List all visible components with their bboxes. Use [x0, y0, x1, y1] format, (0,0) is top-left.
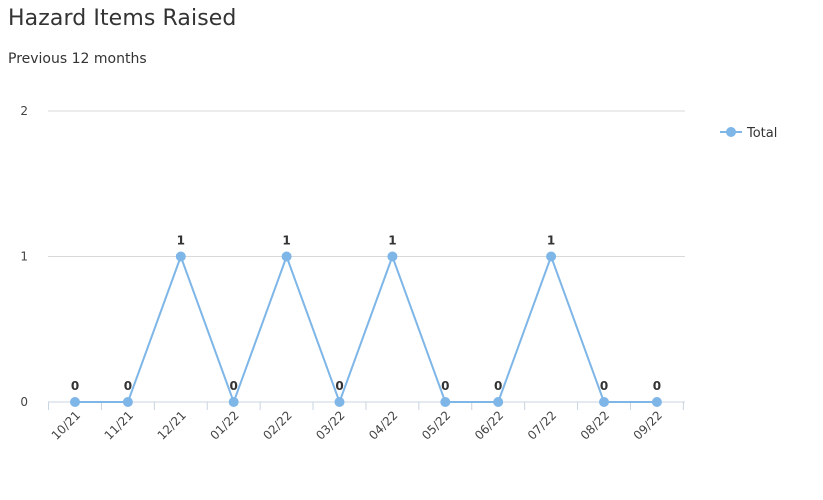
data-label: 1: [282, 234, 290, 248]
x-tick-label: 11/21: [102, 408, 136, 442]
data-point[interactable]: [175, 251, 186, 262]
x-tick-label: 05/22: [419, 408, 453, 442]
y-tick-label: 1: [20, 250, 28, 264]
y-tick-label: 2: [20, 104, 28, 118]
data-point[interactable]: [281, 251, 292, 262]
data-point[interactable]: [334, 397, 345, 407]
data-label: 0: [653, 379, 661, 393]
legend-marker: [726, 127, 736, 137]
x-tick-label: 02/22: [260, 408, 294, 442]
x-tick-label: 08/22: [578, 408, 612, 442]
legend[interactable]: Total: [720, 126, 777, 141]
data-point[interactable]: [70, 397, 80, 407]
data-label: 1: [388, 234, 396, 248]
x-tick-label: 01/22: [207, 408, 241, 442]
x-tick-label: 06/22: [472, 408, 506, 442]
data-label: 0: [335, 379, 343, 393]
data-label: 1: [547, 234, 555, 248]
data-point[interactable]: [546, 251, 557, 262]
data-label: 0: [441, 379, 449, 393]
data-label: 0: [494, 379, 502, 393]
data-label: 0: [124, 379, 132, 393]
x-tick-label: 03/22: [313, 408, 347, 442]
chart-subtitle: Previous 12 months: [8, 51, 147, 67]
chart-title: Hazard Items Raised: [8, 6, 237, 31]
data-label: 0: [600, 379, 608, 393]
data-point[interactable]: [228, 397, 239, 407]
data-label: 0: [71, 379, 79, 393]
y-axis-ticks: 0 1 2: [20, 104, 28, 409]
data-point[interactable]: [493, 397, 504, 407]
series-line-total: [75, 253, 657, 405]
data-point[interactable]: [651, 397, 662, 407]
x-tick-label: 10/21: [49, 408, 83, 442]
x-tick-label: 12/21: [155, 408, 189, 442]
data-point[interactable]: [440, 397, 451, 407]
x-tick-label: 09/22: [631, 408, 665, 442]
y-tick-label: 0: [20, 395, 28, 409]
data-labels: 0 0 1 0 1 0 1 0 0 1 0 0: [71, 234, 661, 394]
x-axis: [48, 401, 685, 410]
data-label: 0: [230, 379, 238, 393]
data-point[interactable]: [387, 251, 398, 262]
x-tick-label: 07/22: [525, 408, 559, 442]
data-point[interactable]: [122, 397, 133, 407]
x-tick-label: 04/22: [366, 408, 400, 442]
data-label: 1: [177, 234, 185, 248]
grid-lines: [48, 110, 685, 257]
legend-label-total: Total: [746, 126, 777, 141]
series-total[interactable]: [70, 251, 662, 408]
data-point[interactable]: [599, 397, 609, 407]
x-axis-ticks: 10/21 11/21 12/21 01/22 02/22 03/22 04/22 05/22…: [49, 408, 665, 442]
